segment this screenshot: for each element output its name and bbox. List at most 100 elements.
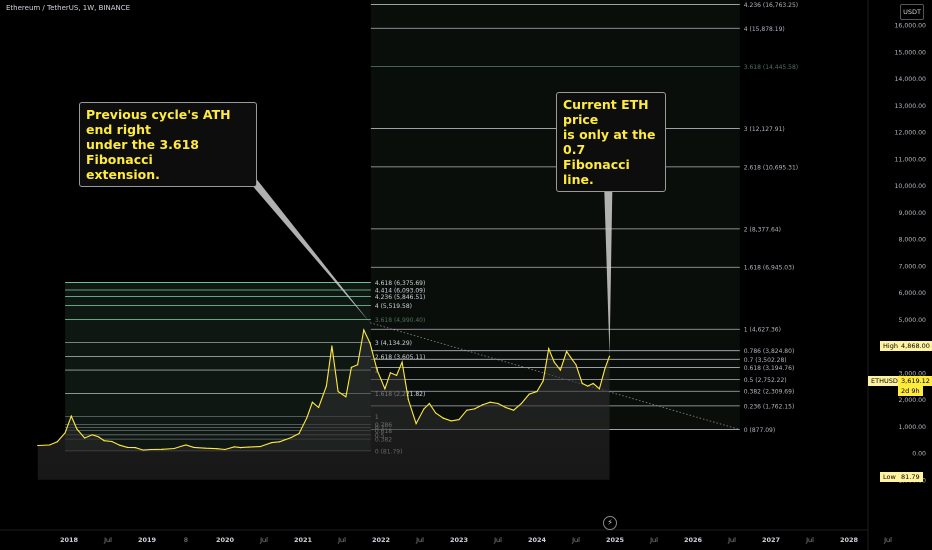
price-point bbox=[70, 415, 72, 417]
chart-title: Ethereum / TetherUS, 1W, BINANCE bbox=[6, 4, 131, 12]
price-badge-value: 3,619.12 bbox=[898, 376, 932, 386]
fib-current-zone bbox=[370, 0, 740, 430]
price-point bbox=[604, 368, 606, 370]
fib-previous-label: 3.618 (4,990.40) bbox=[375, 317, 425, 324]
price-axis-tick: 10,000.00 bbox=[895, 183, 927, 190]
price-point bbox=[216, 448, 218, 450]
price-axis-tick: 5,000.00 bbox=[898, 317, 926, 324]
price-point bbox=[162, 448, 164, 450]
currency-button[interactable]: USDT bbox=[900, 4, 924, 20]
price-point bbox=[450, 420, 452, 422]
time-axis-tick: 2026 bbox=[684, 536, 703, 544]
price-point bbox=[571, 358, 573, 360]
fib-current-label: 0.382 (2,309.69) bbox=[744, 389, 794, 396]
price-point bbox=[489, 401, 491, 403]
low-badge-value: 81.79 bbox=[898, 472, 923, 482]
time-axis-tick: Jul bbox=[883, 536, 892, 544]
price-axis-tick: 11,000.00 bbox=[895, 156, 927, 163]
price-point bbox=[240, 447, 242, 449]
time-axis-tick: Jul bbox=[337, 536, 346, 544]
price-point bbox=[592, 382, 594, 385]
price-point bbox=[357, 364, 359, 366]
time-axis-tick: Jul bbox=[259, 536, 268, 544]
price-point bbox=[458, 418, 460, 421]
time-axis-tick: Jul bbox=[805, 536, 814, 544]
time-axis-tick: 2023 bbox=[450, 536, 468, 544]
price-point bbox=[528, 393, 530, 395]
price-point bbox=[76, 428, 78, 430]
time-axis-tick: 2024 bbox=[528, 536, 547, 544]
price-axis-tick: 14,000.00 bbox=[895, 76, 927, 83]
time-axis-tick: Jul bbox=[649, 536, 658, 544]
price-point bbox=[150, 448, 152, 451]
fib-current-label: 0.7 (3,502.28) bbox=[744, 357, 787, 364]
price-point bbox=[233, 446, 235, 448]
fib-current-label: 0.618 (3,194.76) bbox=[744, 365, 794, 372]
price-point bbox=[497, 402, 499, 405]
time-axis-tick: Jul bbox=[103, 536, 112, 544]
price-point bbox=[142, 449, 144, 451]
callout-current-pointer bbox=[603, 150, 613, 357]
price-point bbox=[306, 417, 308, 419]
price-point bbox=[119, 444, 121, 446]
time-axis-tick: Jul bbox=[727, 536, 736, 544]
price-point bbox=[415, 422, 417, 425]
price-point bbox=[111, 440, 113, 443]
price-point bbox=[513, 409, 515, 411]
trend-line-dotted bbox=[369, 322, 740, 430]
fib-previous-label: 3 (4,134.29) bbox=[375, 340, 412, 347]
price-point bbox=[389, 372, 391, 374]
low-badge-label: Low bbox=[880, 472, 899, 482]
price-point bbox=[279, 441, 281, 443]
price-point bbox=[559, 369, 562, 371]
price-point bbox=[204, 447, 207, 449]
price-point bbox=[548, 348, 550, 350]
price-point bbox=[247, 446, 249, 448]
time-axis-tick: Jul bbox=[415, 536, 424, 544]
lightning-icon[interactable]: ⚡ bbox=[603, 516, 617, 530]
price-point bbox=[608, 355, 611, 357]
time-axis-tick: 2018 bbox=[60, 536, 79, 544]
price-point bbox=[181, 445, 183, 447]
price-point bbox=[185, 444, 187, 446]
price-axis-tick: 2,000.00 bbox=[898, 397, 926, 404]
price-axis-tick: 12,000.00 bbox=[895, 130, 927, 137]
time-axis-tick: 2028 bbox=[840, 536, 859, 544]
price-point bbox=[553, 361, 555, 363]
price-point bbox=[48, 444, 51, 446]
price-point bbox=[350, 366, 352, 368]
price-axis-tick: 16,000.00 bbox=[895, 23, 927, 30]
price-point bbox=[587, 385, 589, 387]
fib-previous-label: 4.414 (6,093.09) bbox=[375, 288, 425, 295]
price-axis-tick: 8,000.00 bbox=[898, 237, 926, 244]
fib-current-label: 2.618 (10,695.31) bbox=[744, 164, 798, 171]
price-point bbox=[466, 409, 468, 411]
price-point bbox=[407, 398, 409, 401]
price-point bbox=[298, 432, 300, 435]
price-point bbox=[173, 447, 175, 450]
callout-previous-ath: Previous cycle's ATH end right under the… bbox=[79, 102, 257, 187]
price-point bbox=[598, 388, 601, 390]
price-point bbox=[98, 436, 100, 438]
price-axis-tick: 3,000.00 bbox=[898, 370, 926, 377]
price-point bbox=[325, 385, 327, 387]
price-area-fill bbox=[37, 329, 610, 480]
price-point bbox=[259, 445, 261, 448]
price-point bbox=[331, 345, 333, 347]
price-point bbox=[134, 447, 136, 449]
time-axis-tick: 2025 bbox=[606, 536, 625, 544]
price-point bbox=[536, 390, 538, 393]
time-axis-tick: 2027 bbox=[762, 536, 780, 544]
fib-current-label: 3 (12,127.91) bbox=[744, 126, 785, 133]
fib-current-label: 1 (4,627.36) bbox=[744, 327, 781, 334]
high-badge-label: High bbox=[880, 341, 901, 351]
fib-current-label: 1.618 (6,945.03) bbox=[744, 265, 794, 272]
callout-previous-pointer bbox=[232, 162, 371, 323]
price-point bbox=[520, 402, 523, 405]
price-point bbox=[345, 396, 347, 398]
price-point bbox=[37, 444, 39, 447]
price-point bbox=[435, 412, 437, 414]
price-point bbox=[575, 364, 577, 366]
price-point bbox=[566, 350, 568, 352]
